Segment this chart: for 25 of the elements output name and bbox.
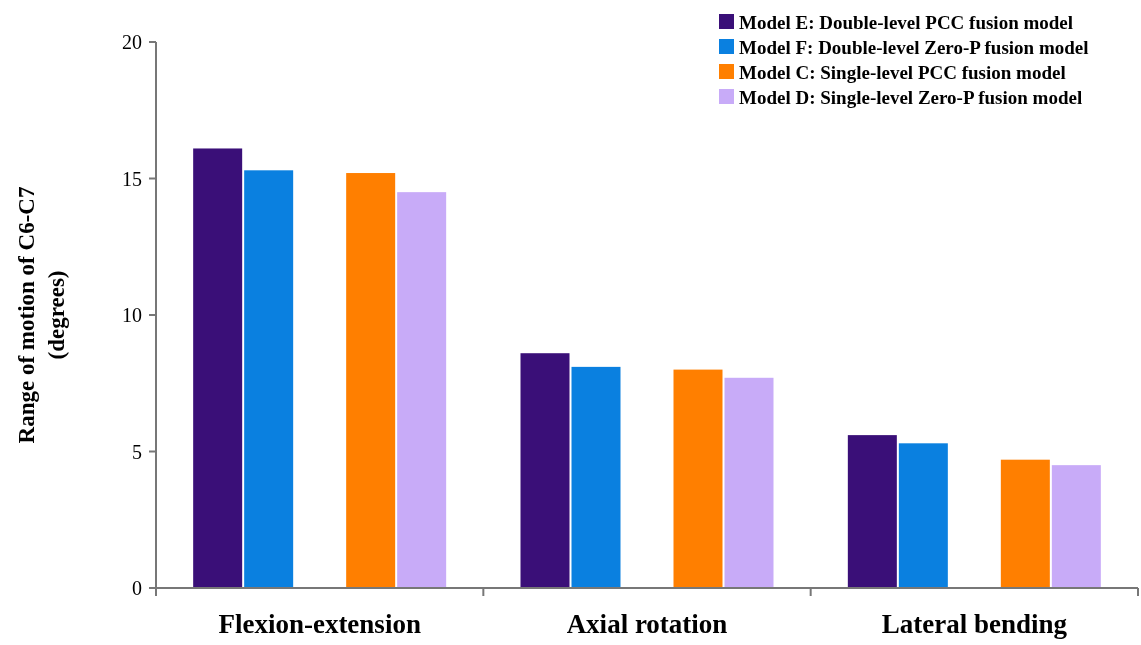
bar (397, 192, 447, 588)
y-tick-label: 20 (122, 31, 142, 53)
y-tick-label: 5 (132, 440, 142, 463)
y-axis-title: Range of motion of C6-C7 (degrees) (14, 186, 69, 444)
bar (673, 369, 723, 588)
y-tick-label: 0 (132, 577, 142, 599)
x-tick-label: Axial rotation (566, 609, 728, 639)
x-tick-label: Flexion-extension (218, 609, 421, 639)
legend-label: Model D: Single-level Zero-P fusion model (739, 86, 1083, 108)
legend-label: Model C: Single-level PCC fusion model (739, 61, 1066, 83)
bar (898, 443, 948, 588)
bar (346, 173, 396, 588)
y-tick-label: 10 (122, 304, 142, 326)
bar (847, 435, 897, 588)
bar (1000, 459, 1050, 588)
bar (244, 170, 294, 588)
x-tick-label: Lateral bending (881, 609, 1068, 639)
bar (571, 366, 621, 588)
y-tick-label: 15 (122, 167, 142, 190)
bar (1051, 465, 1101, 588)
legend-label: Model E: Double-level PCC fusion model (739, 11, 1074, 33)
bar (520, 353, 570, 588)
bar (724, 377, 774, 588)
legend-label: Model F: Double-level Zero-P fusion model (739, 36, 1089, 58)
bar (193, 148, 243, 588)
